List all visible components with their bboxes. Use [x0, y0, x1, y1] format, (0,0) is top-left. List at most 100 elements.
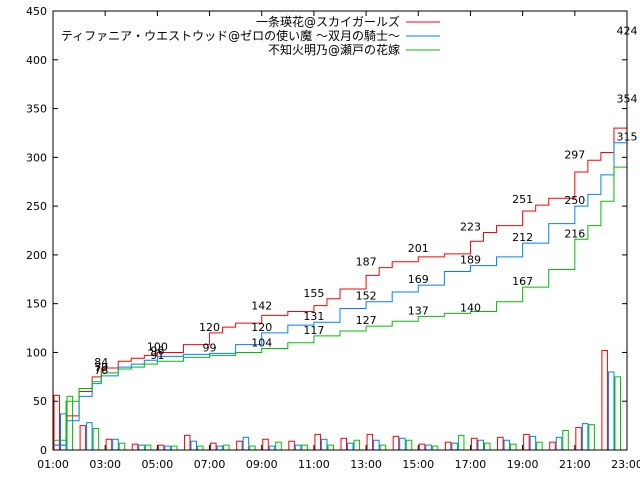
hourly-bar	[170, 445, 178, 451]
x-tick-label: 07:00	[194, 458, 226, 471]
series-lines	[53, 36, 628, 446]
hourly-bar	[497, 436, 504, 451]
hourly-bar	[503, 439, 511, 451]
x-tick-label: 09:00	[246, 458, 278, 471]
hourly-bar	[223, 444, 230, 451]
legend-label: 不知火明乃@瀬戸の花嫁	[268, 42, 400, 57]
hourly-bar	[197, 445, 204, 451]
y-tick-label: 0	[40, 444, 47, 457]
hourly-bar	[340, 437, 348, 451]
y-tick-label: 300	[26, 151, 47, 164]
data-label: 84	[94, 356, 108, 369]
hourly-bar	[575, 427, 582, 451]
hourly-bar	[418, 443, 426, 451]
series-line	[53, 36, 628, 446]
hourly-bar	[555, 436, 563, 451]
hourly-bar	[275, 441, 282, 451]
hourly-bar	[301, 444, 308, 451]
hourly-bar	[373, 439, 380, 451]
hourly-bar	[53, 394, 61, 451]
y-tick-label: 400	[26, 54, 47, 67]
hourly-bar	[536, 441, 543, 451]
data-label: 167	[512, 275, 533, 288]
data-label: 100	[147, 340, 168, 353]
data-label: 140	[460, 301, 481, 314]
hourly-bar	[112, 438, 119, 451]
data-label: 76	[94, 364, 108, 377]
y-tick-label: 150	[26, 298, 47, 311]
hourly-bar	[327, 444, 334, 451]
data-label: 104	[251, 337, 272, 350]
hourly-bar	[451, 442, 458, 451]
hourly-bar	[190, 440, 198, 451]
hourly-bar	[510, 443, 517, 451]
hourly-bar	[607, 371, 615, 451]
data-label: 120	[199, 321, 220, 334]
data-label: 155	[303, 287, 324, 300]
hourly-bar	[431, 445, 439, 451]
hourly-bar	[379, 444, 387, 451]
hourly-bar	[164, 445, 171, 451]
x-tick-label: 21:00	[559, 458, 591, 471]
hourly-bar	[562, 429, 569, 451]
x-tick-label: 11:00	[298, 458, 330, 471]
data-label: 187	[356, 256, 377, 269]
data-label: 120	[251, 321, 272, 334]
hourly-bar	[549, 441, 556, 451]
hourly-bar	[262, 438, 269, 451]
hourly-bar	[484, 442, 491, 451]
axes: 0 50 100 150 200 250 300 350 400 450 01:00 03:00 05:…	[26, 5, 640, 471]
hourly-bar	[320, 438, 328, 451]
hourly-bars	[53, 349, 621, 451]
x-tick-label: 17:00	[455, 458, 487, 471]
hourly-bar	[216, 445, 224, 451]
x-tick-label: 13:00	[350, 458, 382, 471]
hourly-bar	[157, 444, 165, 451]
data-label: 117	[303, 324, 324, 337]
hourly-bar	[405, 439, 413, 451]
plot-frame	[52, 10, 628, 451]
hourly-bar	[457, 434, 465, 451]
data-label: 216	[564, 227, 585, 240]
hourly-bar	[523, 433, 530, 451]
hourly-bar	[66, 395, 74, 451]
hourly-bar	[236, 440, 243, 451]
y-tick-label: 350	[26, 103, 47, 116]
hourly-bar	[588, 424, 595, 451]
hourly-bar	[105, 438, 113, 451]
hourly-bar	[366, 433, 374, 451]
legend-label: 一条瑛花@スカイガールズ	[256, 14, 400, 29]
series-line	[53, 142, 628, 441]
hourly-bar	[249, 445, 256, 451]
hourly-bar	[144, 444, 152, 451]
hourly-bar	[444, 441, 452, 451]
hourly-bar	[314, 433, 321, 451]
hourly-bar	[210, 442, 217, 451]
data-label: 297	[564, 148, 585, 161]
hourly-bar	[131, 443, 139, 451]
y-tick-label: 250	[26, 200, 47, 213]
data-label: 91	[150, 349, 164, 362]
legend-label: ティファニア・ウエストウッド@ゼロの使い魔 〜双月の騎士〜	[61, 28, 400, 43]
hourly-bar	[601, 349, 608, 451]
hourly-bar	[268, 445, 276, 451]
x-tick-label: 03:00	[89, 458, 121, 471]
x-tick-label: 05:00	[142, 458, 174, 471]
hourly-bar	[581, 423, 589, 451]
hourly-bar	[79, 425, 87, 451]
hourly-bar	[183, 434, 191, 451]
hourly-bar	[138, 444, 145, 451]
y-tick-label: 450	[26, 5, 47, 18]
hourly-bar	[399, 437, 406, 451]
y-tick-label: 50	[33, 395, 47, 408]
data-label: 99	[203, 341, 217, 354]
hourly-bar	[347, 442, 354, 451]
hourly-bar	[86, 422, 93, 451]
x-tick-label: 15:00	[402, 458, 434, 471]
hourly-bar	[477, 439, 484, 451]
data-label: 152	[356, 290, 377, 303]
hourly-bar	[242, 436, 250, 451]
